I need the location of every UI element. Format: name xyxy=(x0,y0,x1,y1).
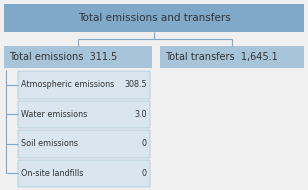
Text: 0: 0 xyxy=(142,169,147,178)
Text: Total emissions  311.5: Total emissions 311.5 xyxy=(9,52,117,62)
Bar xyxy=(4,46,152,68)
Text: Total emissions and transfers: Total emissions and transfers xyxy=(78,13,230,23)
Bar xyxy=(18,159,150,187)
Text: Total transfers  1,645.1: Total transfers 1,645.1 xyxy=(165,52,278,62)
Bar xyxy=(5,39,151,46)
Text: 0: 0 xyxy=(142,139,147,148)
Text: Soil emissions: Soil emissions xyxy=(21,139,78,148)
Text: Atmospheric emissions: Atmospheric emissions xyxy=(21,80,114,89)
Bar xyxy=(18,130,150,158)
Bar xyxy=(161,39,303,46)
Bar xyxy=(160,46,304,68)
Text: 308.5: 308.5 xyxy=(124,80,147,89)
Text: Water emissions: Water emissions xyxy=(21,110,87,119)
Bar xyxy=(4,4,304,32)
Bar xyxy=(18,101,150,128)
Bar xyxy=(18,71,150,98)
Text: On-site landfills: On-site landfills xyxy=(21,169,83,178)
Text: 3.0: 3.0 xyxy=(135,110,147,119)
